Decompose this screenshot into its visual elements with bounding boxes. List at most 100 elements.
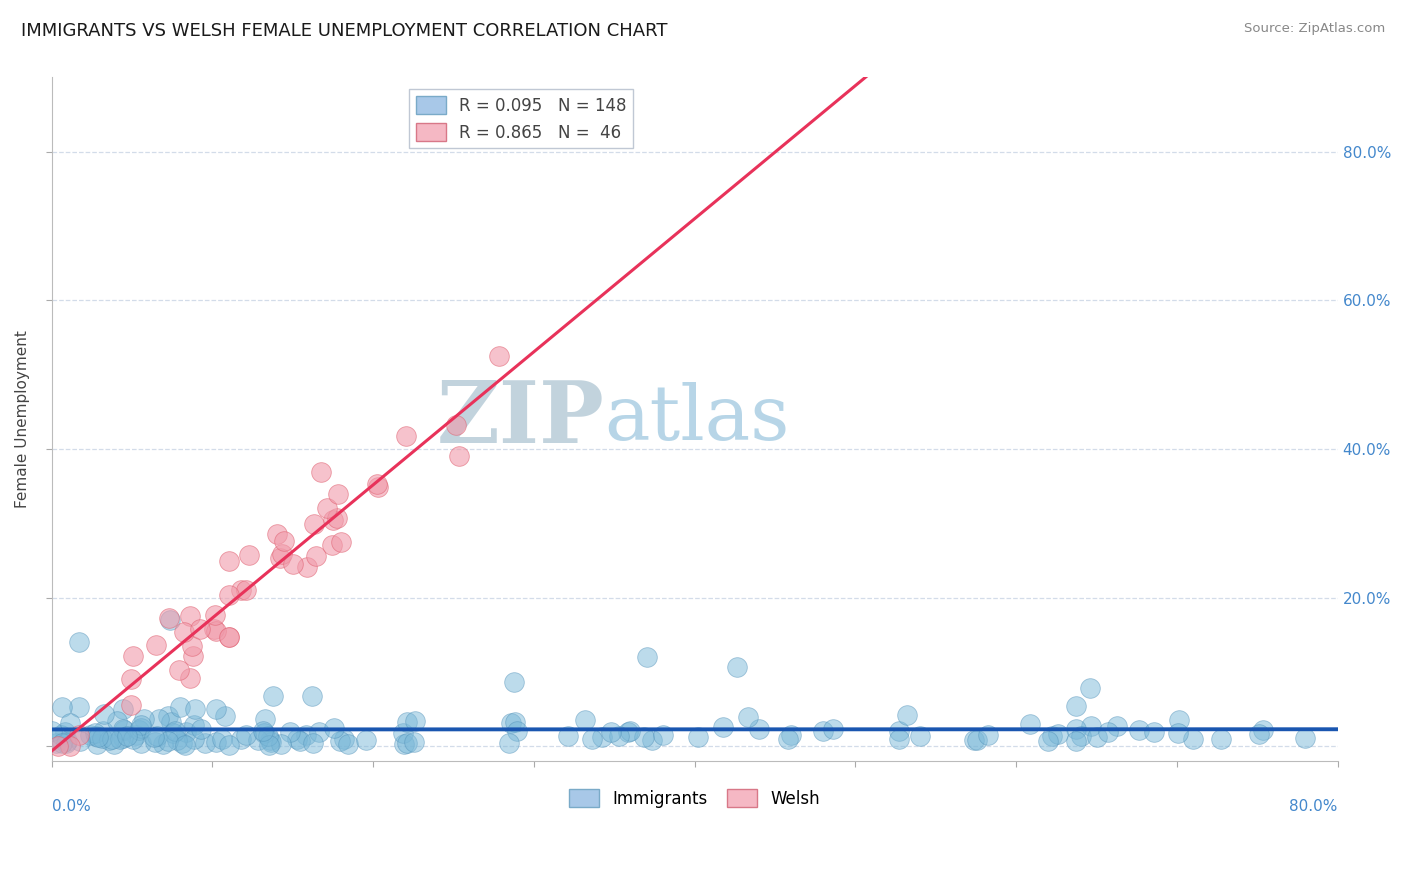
Point	[257, 729, 280, 743]
Point	[110, 731, 132, 746]
Point	[257, 738, 280, 752]
Point	[1251, 723, 1274, 738]
Point	[204, 622, 226, 636]
Point	[711, 720, 734, 734]
Point	[326, 510, 349, 524]
Point	[49, 728, 72, 742]
Point	[402, 735, 425, 749]
Point	[229, 731, 252, 746]
Point	[211, 731, 233, 746]
Point	[887, 731, 910, 746]
Point	[67, 635, 90, 649]
Point	[1167, 725, 1189, 739]
Point	[204, 735, 226, 749]
Point	[86, 737, 108, 751]
Point	[218, 588, 240, 602]
Point	[776, 731, 799, 746]
Point	[188, 622, 211, 636]
Point	[115, 729, 138, 743]
Point	[270, 737, 292, 751]
Point	[336, 738, 359, 752]
Point	[641, 732, 664, 747]
Point	[121, 731, 143, 746]
Text: IMMIGRANTS VS WELSH FEMALE UNEMPLOYMENT CORRELATION CHART: IMMIGRANTS VS WELSH FEMALE UNEMPLOYMENT …	[21, 22, 668, 40]
Point	[231, 582, 253, 597]
Point	[1143, 724, 1166, 739]
Point	[1070, 729, 1092, 743]
Point	[132, 712, 155, 726]
Point	[619, 724, 641, 739]
Point	[59, 716, 82, 731]
Point	[725, 660, 748, 674]
Point	[391, 726, 413, 740]
Point	[53, 725, 76, 739]
Point	[183, 718, 205, 732]
Point	[1097, 724, 1119, 739]
Point	[1181, 732, 1204, 747]
Point	[67, 699, 90, 714]
Point	[1064, 723, 1087, 737]
Point	[1295, 731, 1317, 746]
Point	[167, 663, 190, 677]
Point	[600, 724, 623, 739]
Point	[247, 732, 270, 747]
Point	[41, 724, 63, 739]
Point	[79, 728, 101, 742]
Point	[557, 729, 579, 743]
Point	[214, 709, 236, 723]
Point	[330, 535, 353, 549]
Point	[1064, 699, 1087, 714]
Point	[146, 730, 169, 744]
Point	[1042, 729, 1064, 743]
Point	[617, 725, 640, 739]
Point	[779, 728, 801, 742]
Point	[499, 716, 522, 731]
Point	[1080, 719, 1102, 733]
Point	[120, 672, 142, 686]
Point	[260, 735, 283, 749]
Point	[91, 724, 114, 739]
Point	[1036, 733, 1059, 747]
Point	[288, 734, 311, 748]
Text: atlas: atlas	[605, 383, 790, 457]
Point	[1018, 717, 1040, 731]
Point	[83, 725, 105, 739]
Point	[688, 730, 710, 744]
Point	[218, 738, 240, 752]
Point	[162, 725, 184, 739]
Point	[366, 477, 388, 491]
Point	[184, 702, 207, 716]
Text: Source: ZipAtlas.com: Source: ZipAtlas.com	[1244, 22, 1385, 36]
Point	[166, 733, 188, 747]
Point	[332, 731, 354, 746]
Point	[367, 480, 389, 494]
Point	[179, 671, 201, 685]
Point	[59, 739, 82, 754]
Point	[45, 736, 67, 750]
Point	[1105, 718, 1128, 732]
Point	[395, 736, 418, 750]
Point	[183, 732, 205, 747]
Point	[447, 449, 470, 463]
Point	[636, 650, 658, 665]
Point	[157, 611, 180, 625]
Point	[218, 630, 240, 644]
Point	[273, 533, 295, 548]
Point	[488, 349, 510, 363]
Point	[308, 724, 330, 739]
Point	[98, 732, 121, 747]
Point	[652, 728, 675, 742]
Point	[174, 725, 197, 739]
Point	[111, 702, 134, 716]
Point	[235, 728, 257, 742]
Point	[238, 548, 260, 562]
Point	[112, 723, 135, 738]
Text: 80.0%: 80.0%	[1289, 798, 1337, 814]
Point	[69, 728, 91, 742]
Text: 0.0%: 0.0%	[52, 798, 90, 814]
Point	[285, 731, 308, 746]
Point	[173, 625, 195, 640]
Point	[218, 554, 240, 568]
Point	[160, 714, 183, 729]
Point	[404, 714, 426, 728]
